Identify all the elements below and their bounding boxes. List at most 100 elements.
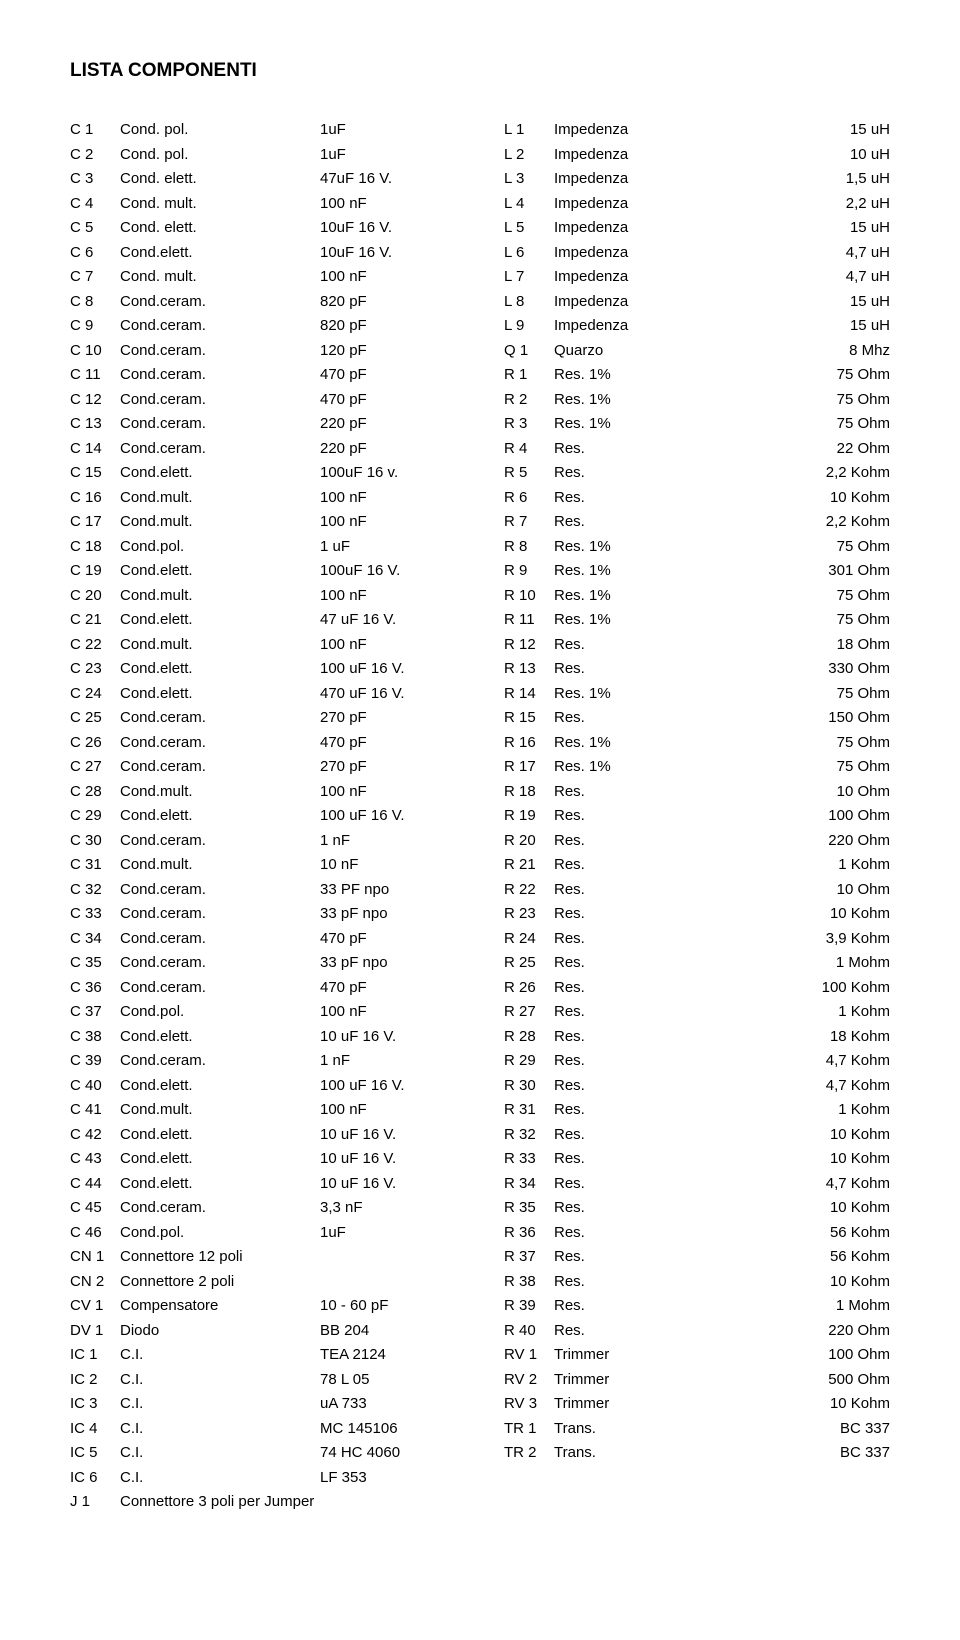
component-value: 2,2 Kohm (664, 461, 890, 486)
component-ref: R 33 (504, 1147, 554, 1172)
component-type: Cond.ceram. (120, 388, 320, 413)
component-type: Cond.elett. (120, 559, 320, 584)
list-row: C 4Cond. mult.100 nF (70, 192, 456, 217)
list-row: L 1Impedenza15 uH (504, 118, 890, 143)
list-row: C 31Cond.mult.10 nF (70, 853, 456, 878)
component-type: Impedenza (554, 314, 664, 339)
component-type: Cond.ceram. (120, 363, 320, 388)
component-ref: CV 1 (70, 1294, 120, 1319)
component-value: 220 pF (320, 412, 456, 437)
component-type: Cond.ceram. (120, 1049, 320, 1074)
component-ref: R 27 (504, 1000, 554, 1025)
component-type: Res. (554, 1147, 664, 1172)
component-ref: R 6 (504, 486, 554, 511)
component-value: 1 Kohm (664, 853, 890, 878)
component-type: Impedenza (554, 265, 664, 290)
component-ref: C 28 (70, 780, 120, 805)
component-ref: L 2 (504, 143, 554, 168)
component-value: 470 uF 16 V. (320, 682, 456, 707)
component-ref: C 40 (70, 1074, 120, 1099)
component-value: 75 Ohm (664, 608, 890, 633)
component-type: Cond.mult. (120, 1098, 320, 1123)
component-ref: R 38 (504, 1270, 554, 1295)
list-row: C 20Cond.mult.100 nF (70, 584, 456, 609)
component-ref: C 2 (70, 143, 120, 168)
component-ref: IC 5 (70, 1441, 120, 1466)
component-type: Res. (554, 461, 664, 486)
list-row: R 10Res. 1%75 Ohm (504, 584, 890, 609)
component-ref: R 10 (504, 584, 554, 609)
component-ref: C 11 (70, 363, 120, 388)
component-ref: R 17 (504, 755, 554, 780)
component-value: 220 Ohm (664, 829, 890, 854)
component-ref: R 29 (504, 1049, 554, 1074)
component-value: 1 uF (320, 535, 456, 560)
component-type: Cond.elett. (120, 657, 320, 682)
component-value: 470 pF (320, 976, 456, 1001)
component-value: 1uF (320, 143, 456, 168)
component-ref: C 36 (70, 976, 120, 1001)
component-ref: R 32 (504, 1123, 554, 1148)
component-value: 10 uF 16 V. (320, 1025, 456, 1050)
component-ref: C 37 (70, 1000, 120, 1025)
component-value: 10 Kohm (664, 486, 890, 511)
list-row: R 12Res.18 Ohm (504, 633, 890, 658)
component-value: 1 nF (320, 1049, 456, 1074)
component-type: Res. (554, 902, 664, 927)
component-ref: R 31 (504, 1098, 554, 1123)
component-ref: C 26 (70, 731, 120, 756)
component-ref: C 32 (70, 878, 120, 903)
list-row: R 9Res. 1%301 Ohm (504, 559, 890, 584)
list-row: C 45Cond.ceram.3,3 nF (70, 1196, 456, 1221)
component-ref: R 18 (504, 780, 554, 805)
component-value: 10uF 16 V. (320, 216, 456, 241)
component-value: 100 nF (320, 1098, 456, 1123)
component-ref: C 22 (70, 633, 120, 658)
component-type: Cond.mult. (120, 486, 320, 511)
component-type: Impedenza (554, 290, 664, 315)
list-row: R 33Res.10 Kohm (504, 1147, 890, 1172)
component-type: Res. (554, 1000, 664, 1025)
component-ref: R 34 (504, 1172, 554, 1197)
component-type: Res. (554, 1098, 664, 1123)
list-row: C 33Cond.ceram.33 pF npo (70, 902, 456, 927)
component-type: Cond.elett. (120, 1172, 320, 1197)
component-ref: C 25 (70, 706, 120, 731)
component-type: Cond.ceram. (120, 731, 320, 756)
component-ref: R 26 (504, 976, 554, 1001)
component-type: Res. 1% (554, 559, 664, 584)
component-ref: C 27 (70, 755, 120, 780)
component-value: 500 Ohm (664, 1368, 890, 1393)
component-ref: R 25 (504, 951, 554, 976)
component-ref: L 7 (504, 265, 554, 290)
list-row: R 24Res.3,9 Kohm (504, 927, 890, 952)
component-ref: C 14 (70, 437, 120, 462)
component-value: 3,9 Kohm (664, 927, 890, 952)
list-row: R 36Res.56 Kohm (504, 1221, 890, 1246)
component-ref: R 15 (504, 706, 554, 731)
component-ref: C 17 (70, 510, 120, 535)
component-ref: C 21 (70, 608, 120, 633)
component-ref: R 20 (504, 829, 554, 854)
component-type: Res. (554, 1172, 664, 1197)
component-value: 270 pF (320, 706, 456, 731)
list-row: R 19Res.100 Ohm (504, 804, 890, 829)
list-row: C 8Cond.ceram.820 pF (70, 290, 456, 315)
list-row: L 3Impedenza1,5 uH (504, 167, 890, 192)
list-row: C 39Cond.ceram.1 nF (70, 1049, 456, 1074)
component-type: Cond.mult. (120, 584, 320, 609)
list-row: L 8Impedenza15 uH (504, 290, 890, 315)
component-type: Impedenza (554, 192, 664, 217)
component-ref: TR 2 (504, 1441, 554, 1466)
component-type: Cond. pol. (120, 118, 320, 143)
component-value: 301 Ohm (664, 559, 890, 584)
list-row: L 4Impedenza2,2 uH (504, 192, 890, 217)
component-ref: R 2 (504, 388, 554, 413)
component-value: 100 uF 16 V. (320, 1074, 456, 1099)
list-row: RV 2Trimmer500 Ohm (504, 1368, 890, 1393)
component-ref: C 5 (70, 216, 120, 241)
list-row: R 7Res.2,2 Kohm (504, 510, 890, 535)
list-row: R 35Res.10 Kohm (504, 1196, 890, 1221)
component-ref: C 12 (70, 388, 120, 413)
component-value: 4,7 uH (664, 265, 890, 290)
